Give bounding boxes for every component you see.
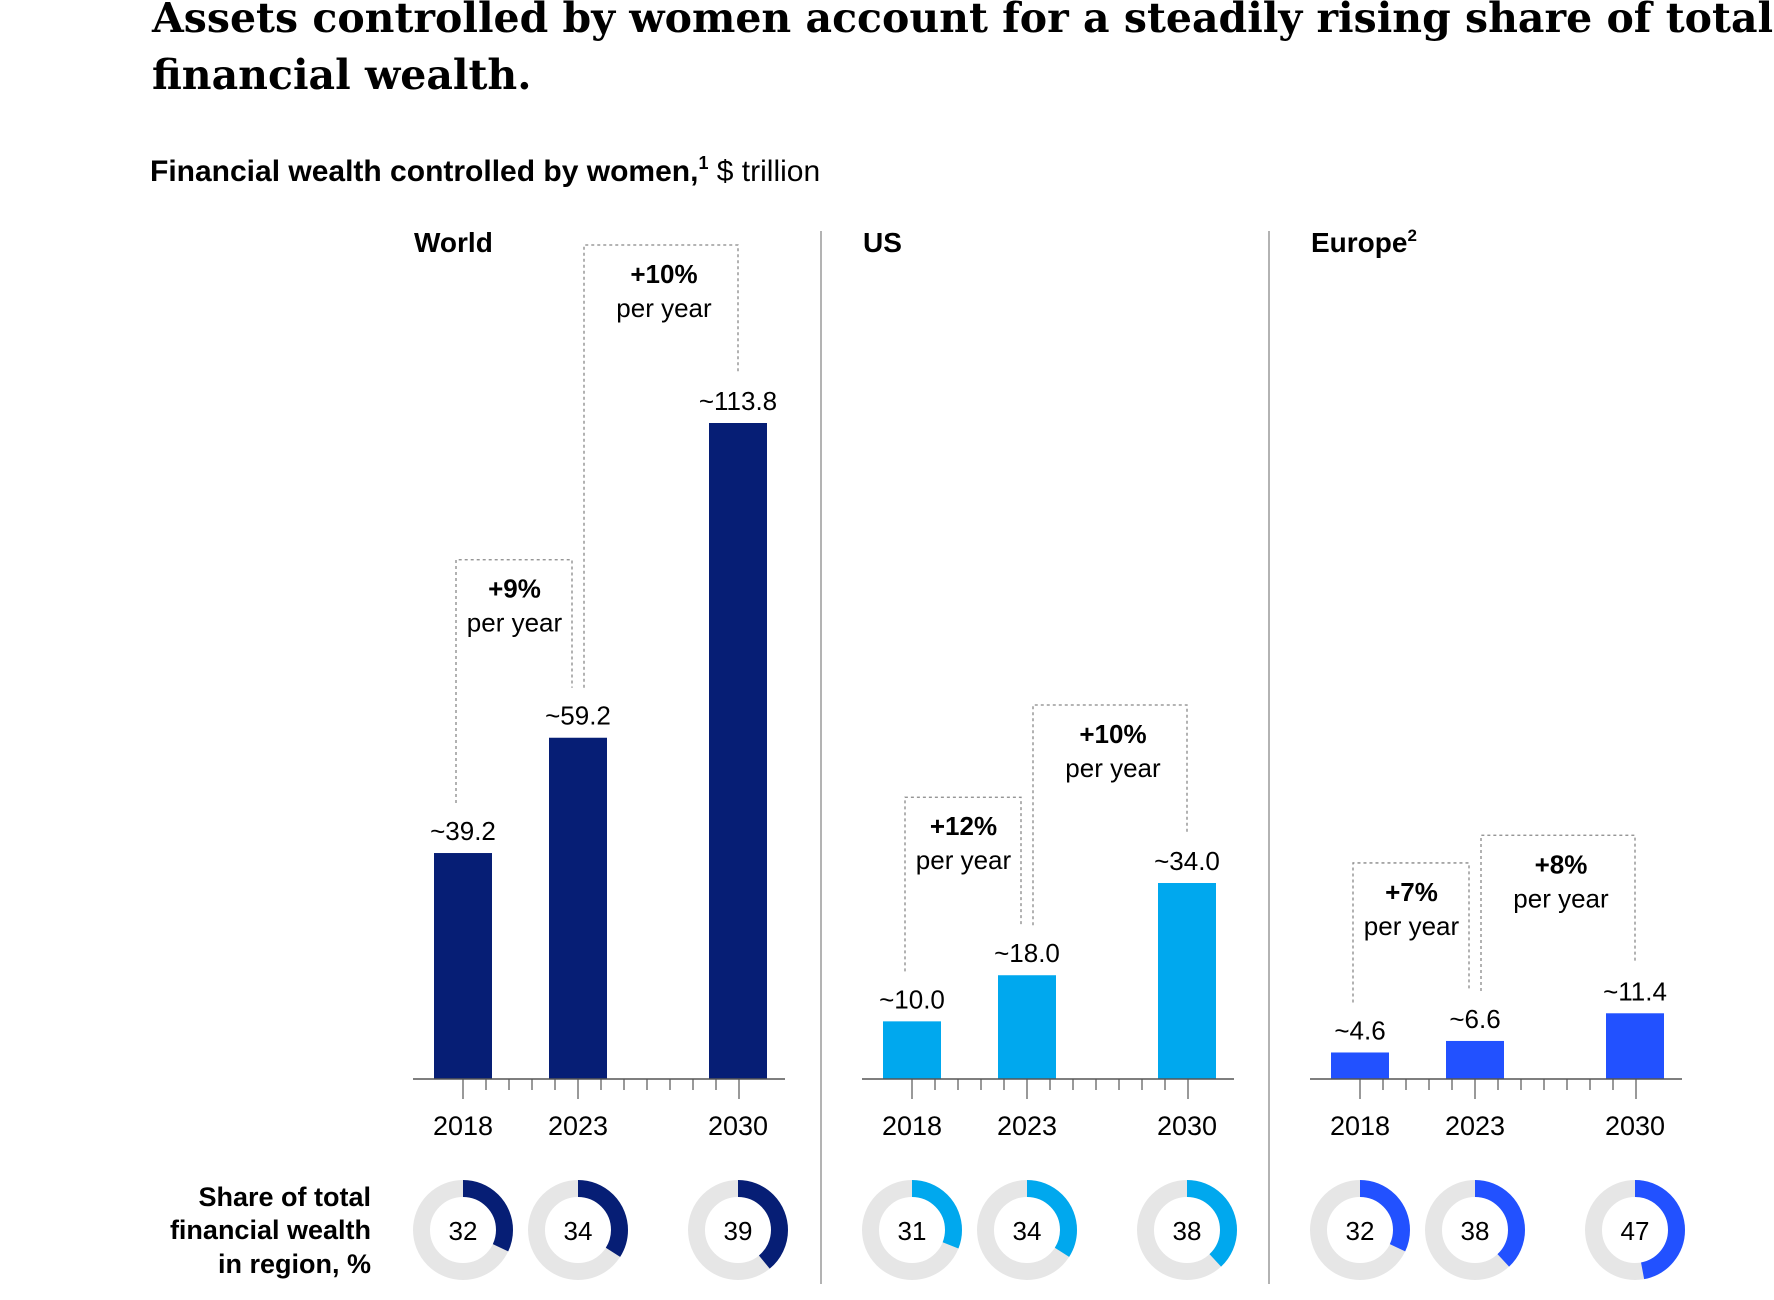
panel-title-text: US [863,227,902,258]
x-label-world-2030: 2030 [708,1111,768,1141]
x-label-europe-2018: 2018 [1330,1111,1390,1141]
growth-bracket-us-1 [904,796,1022,972]
panel-title-world: World [414,227,493,258]
bar-europe-2018 [1331,1052,1389,1079]
growth-bracket-world-2 [583,244,739,688]
share-label-line-1: Share of total [198,1182,371,1212]
share-value-world-2030: 39 [724,1216,753,1246]
x-label-europe-2023: 2023 [1445,1111,1505,1141]
panel-title-europe: Europe2 [1311,226,1417,258]
x-label-world-2018: 2018 [433,1111,493,1141]
value-label-us-2023: ~18.0 [994,938,1060,968]
growth-rate-world-2: +10% [630,259,697,289]
growth-rate-europe-1: +7% [1385,877,1438,907]
growth-rate-world-1: +9% [488,574,541,604]
growth-unit-world-1: per year [467,608,563,638]
chart-panels: World ~39.2 ~59.2 ~113.8 2018 2023 2030 +9% per … [413,226,1685,1280]
share-ring-arc-europe-2030 [1585,1180,1685,1280]
value-label-europe-2030: ~11.4 [1603,976,1667,1006]
x-label-us-2030: 2030 [1157,1111,1217,1141]
panel-europe: Europe2 ~4.6 ~6.6 ~11.4 2018 2023 2030 +7% per y… [1310,226,1685,1280]
subtitle-footnote: 1 [698,153,708,173]
value-label-world-2030: ~113.8 [699,386,777,416]
growth-bracket-us-2 [1032,704,1188,926]
panel-title-text: World [414,227,493,258]
growth-rate-europe-2: +8% [1535,849,1588,879]
x-label-us-2023: 2023 [997,1111,1057,1141]
value-label-us-2030: ~34.0 [1154,846,1220,876]
share-value-world-2018: 32 [449,1216,478,1246]
bar-world-2018 [434,853,492,1079]
share-ring-arc-europe-2023 [1425,1180,1525,1280]
bar-us-2023 [998,975,1056,1079]
share-ring-arc-europe-2018 [1310,1180,1410,1280]
panel-title-footnote: 2 [1407,226,1416,245]
share-value-europe-2023: 38 [1461,1216,1490,1246]
x-label-us-2018: 2018 [882,1111,942,1141]
bar-world-2030 [709,423,767,1079]
share-ring-arc-us-2030 [1137,1180,1237,1280]
x-label-europe-2030: 2030 [1605,1111,1665,1141]
bar-world-2023 [549,737,607,1079]
headline-line-1: Assets controlled by women account for a… [151,0,1773,42]
growth-unit-world-2: per year [616,293,712,323]
growth-unit-europe-1: per year [1364,911,1460,941]
value-label-us-2018: ~10.0 [879,984,945,1014]
share-ring-arc-us-2018 [862,1180,962,1280]
value-label-world-2018: ~39.2 [430,816,496,846]
bar-us-2018 [883,1021,941,1079]
growth-unit-europe-2: per year [1513,883,1609,913]
panel-title-us: US [863,227,902,258]
x-label-world-2023: 2023 [548,1111,608,1141]
panel-us: US ~10.0 ~18.0 ~34.0 2018 2023 2030 +12% per yea… [862,227,1237,1280]
growth-bracket-europe-1 [1352,862,1470,1003]
share-ring-arc-world-2023 [528,1180,628,1280]
share-ring-arc-us-2023 [977,1180,1077,1280]
share-label-line-2: financial wealth [170,1215,371,1245]
value-label-world-2023: ~59.2 [545,701,611,731]
chart-subtitle: Financial wealth controlled by women,1 $… [150,153,820,188]
headline-line-2: financial wealth. [152,51,532,99]
growth-bracket-europe-2 [1480,834,1636,991]
share-value-us-2018: 31 [898,1216,927,1246]
subtitle-unit: $ trillion [708,155,820,188]
panel-world: World ~39.2 ~59.2 ~113.8 2018 2023 2030 +9% per … [413,227,788,1280]
share-ring-arc-world-2030 [688,1180,788,1280]
panel-title-text: Europe [1311,227,1407,258]
growth-rate-us-2: +10% [1079,719,1146,749]
bar-europe-2023 [1446,1040,1504,1079]
growth-bracket-world-1 [455,559,573,804]
growth-rate-us-1: +12% [930,811,997,841]
value-label-europe-2023: ~6.6 [1449,1004,1500,1034]
share-value-world-2023: 34 [564,1216,593,1246]
share-label-line-3: in region, % [218,1249,371,1279]
share-value-europe-2030: 47 [1621,1216,1650,1246]
share-value-us-2030: 38 [1173,1216,1202,1246]
bar-europe-2030 [1606,1013,1664,1079]
share-value-us-2023: 34 [1013,1216,1042,1246]
growth-unit-us-2: per year [1065,753,1161,783]
bar-us-2030 [1158,883,1216,1079]
share-value-europe-2018: 32 [1346,1216,1375,1246]
growth-unit-us-1: per year [916,845,1012,875]
subtitle-bold: Financial wealth controlled by women, [150,155,698,188]
share-ring-arc-world-2018 [413,1180,513,1280]
value-label-europe-2018: ~4.6 [1334,1015,1385,1045]
